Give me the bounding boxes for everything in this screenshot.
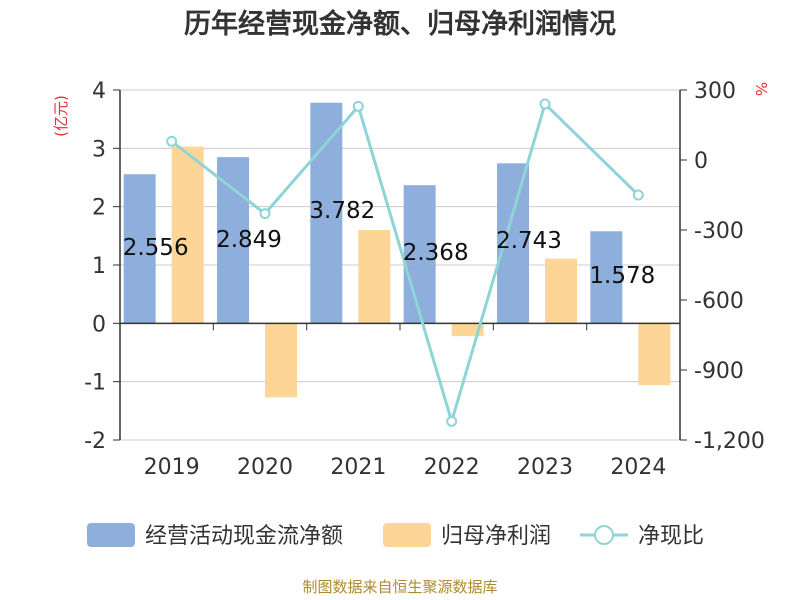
cashflow-data-label: 2.849 xyxy=(216,227,282,253)
ratio-point-2020 xyxy=(259,208,271,220)
ratio-point-2023 xyxy=(539,98,551,110)
left-tick-label: 4 xyxy=(92,79,106,104)
netprofit-bar-2023 xyxy=(545,258,577,324)
netprofit-bar-2021 xyxy=(358,230,391,324)
axes: 4 3 2 1 0 -1 -2 300 0 -300 -600 -900 -1,200 2019 2020 2… xyxy=(84,79,765,480)
left-tick-label: 0 xyxy=(92,312,106,337)
x-tick-label: 2022 xyxy=(424,455,480,480)
cashflow-bar-2021 xyxy=(310,102,343,324)
netprofit-bar-2019 xyxy=(171,146,204,324)
right-tick-label: 300 xyxy=(694,79,736,104)
left-tick-label: 3 xyxy=(92,137,106,162)
legend: 经营活动现金流净额 归母净利润 净现比 xyxy=(87,523,704,549)
right-tick-label: -1,200 xyxy=(694,429,765,454)
cashflow-data-label: 2.743 xyxy=(496,228,562,254)
cashflow-data-label: 2.556 xyxy=(123,235,189,261)
cashflow-data-label: 2.368 xyxy=(403,240,469,266)
netprofit-bar-2024 xyxy=(638,323,671,386)
right-tick-label: -300 xyxy=(694,219,744,244)
legend-label-0: 经营活动现金流净额 xyxy=(145,524,343,549)
cashflow-bar-2019 xyxy=(123,174,156,324)
left-tick-label: -2 xyxy=(84,429,106,454)
legend-swatch-0 xyxy=(87,523,135,547)
ratio-point-2024 xyxy=(632,189,644,201)
source-note: 制图数据来自恒生聚源数据库 xyxy=(302,578,497,596)
x-tick-label: 2020 xyxy=(237,455,293,480)
legend-swatch-marker xyxy=(594,525,614,545)
netprofit-bar-2020 xyxy=(265,323,297,398)
cashflow-bar-2022 xyxy=(403,185,436,324)
cashflow-data-label: 3.782 xyxy=(309,198,375,224)
cashflow-data-label: 1.578 xyxy=(589,263,655,289)
x-tick-label: 2021 xyxy=(330,455,386,480)
data-labels: 2.556 2.849 3.782 2.368 2.743 1.578 xyxy=(123,198,656,289)
ratio-point-2021 xyxy=(352,100,364,112)
right-tick-label: -600 xyxy=(694,289,744,314)
left-tick-label: 1 xyxy=(92,254,106,279)
netprofit-bar-2022 xyxy=(451,323,484,337)
chart-title: 历年经营现金净额、归母净利润情况 xyxy=(184,8,616,40)
left-tick-label: 2 xyxy=(92,196,106,221)
ratio-point-2022 xyxy=(446,415,458,427)
right-tick-label: 0 xyxy=(694,149,708,174)
cashflow-bar-2023 xyxy=(497,163,529,324)
right-axis-unit: % xyxy=(752,82,770,96)
left-tick-label: -1 xyxy=(84,371,106,396)
bar-series xyxy=(123,102,671,398)
x-tick-label: 2019 xyxy=(144,455,200,480)
right-tick-label: -900 xyxy=(694,359,744,384)
line-series xyxy=(166,98,644,427)
legend-label-1: 归母净利润 xyxy=(441,524,551,549)
left-axis-unit: (亿元) xyxy=(52,95,70,137)
ratio-point-2019 xyxy=(166,135,178,147)
x-tick-label: 2024 xyxy=(610,455,666,480)
legend-swatch-1 xyxy=(383,523,431,547)
ratio-line xyxy=(170,101,640,427)
cashflow-bar-2024 xyxy=(590,231,623,324)
cashflow-bar-2020 xyxy=(217,157,249,324)
legend-label-2: 净现比 xyxy=(638,524,704,549)
x-tick-label: 2023 xyxy=(517,455,573,480)
